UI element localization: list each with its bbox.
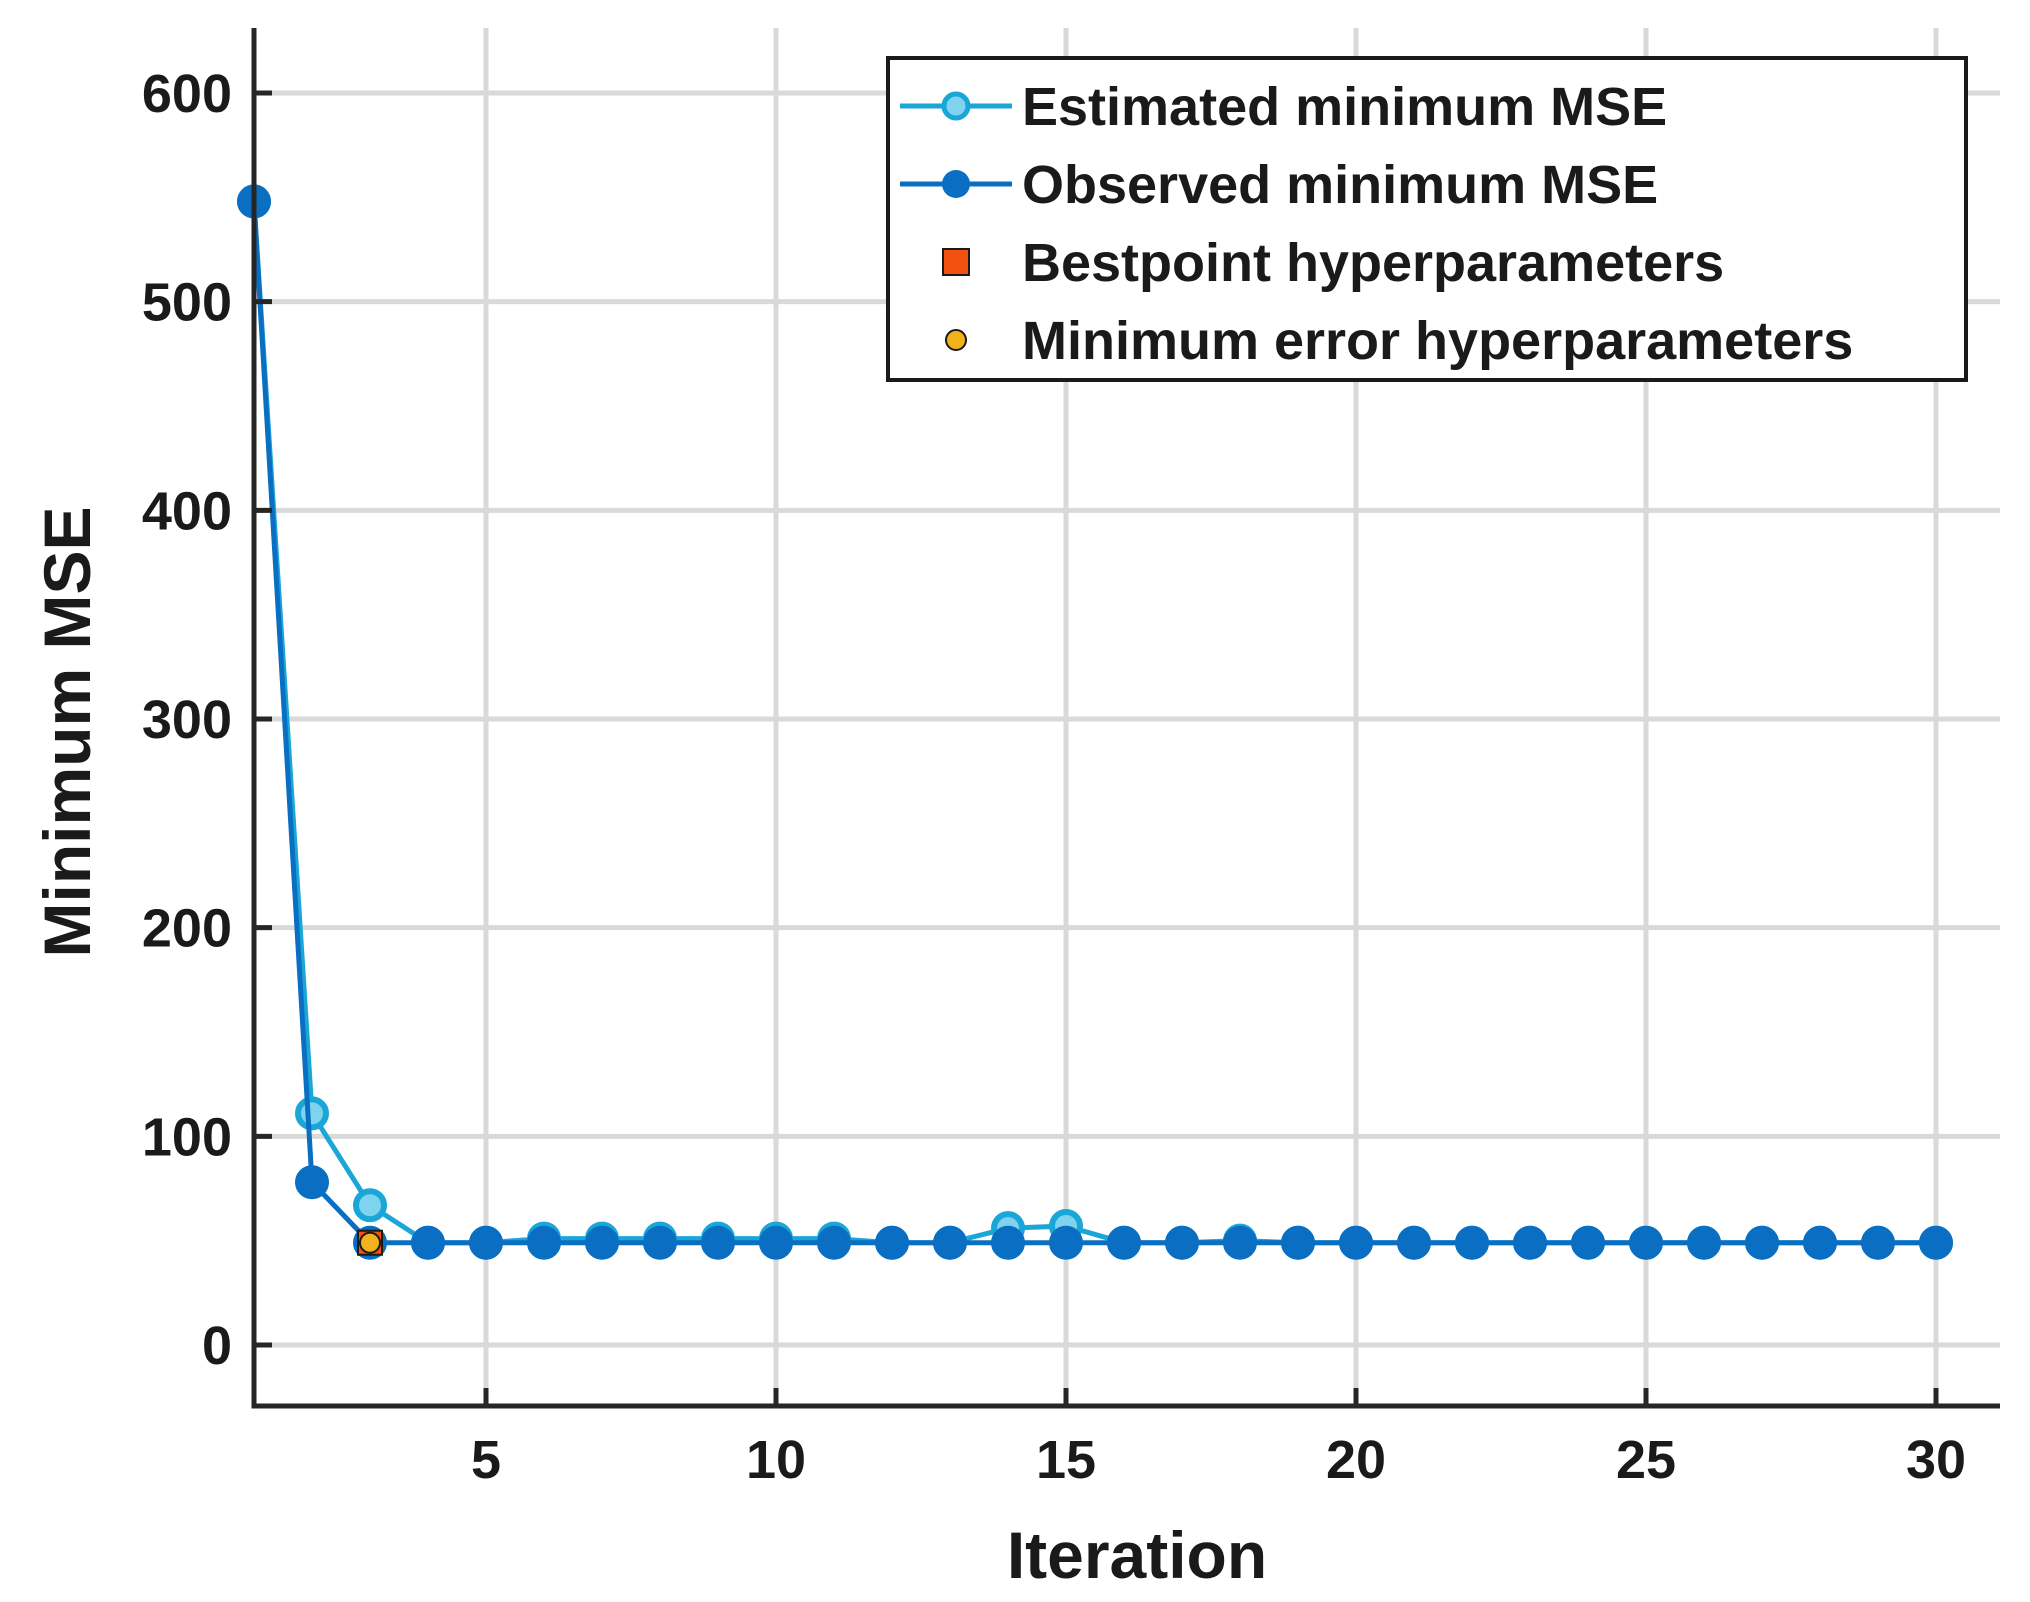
observed-point	[817, 1225, 851, 1260]
observed-point	[1455, 1225, 1489, 1260]
y-tick-label: 200	[142, 899, 232, 959]
observed-point	[1049, 1225, 1083, 1260]
observed-point	[527, 1225, 561, 1260]
legend-bestpoint-label: Bestpoint hyperparameters	[1022, 233, 1724, 293]
x-tick-label: 10	[746, 1430, 806, 1490]
estimated-point	[353, 1188, 387, 1223]
axes	[251, 28, 2000, 1409]
legend-observed-label: Observed minimum MSE	[1022, 155, 1658, 215]
y-tick-label: 0	[202, 1316, 232, 1376]
x-tick-label: 25	[1616, 1430, 1676, 1490]
estimated-point	[295, 1096, 329, 1131]
legend-min-error-marker	[945, 329, 967, 351]
y-tick-label: 400	[142, 481, 232, 541]
observed-point	[1339, 1225, 1373, 1260]
observed-point	[759, 1225, 793, 1260]
observed-point	[991, 1225, 1025, 1260]
legend-estimated-marker	[941, 91, 971, 121]
observed-point	[1861, 1225, 1895, 1260]
observed-point	[1919, 1225, 1953, 1260]
observed-point	[1223, 1225, 1257, 1260]
observed-point	[411, 1225, 445, 1260]
axes-frame	[251, 28, 2000, 1409]
y-tick-label: 300	[142, 690, 232, 750]
observed-point	[585, 1225, 619, 1260]
y-tick-label: 500	[142, 273, 232, 333]
observed-point	[469, 1225, 503, 1260]
observed-point	[1165, 1225, 1199, 1260]
observed-point	[1803, 1225, 1837, 1260]
x-tick-label: 5	[471, 1430, 501, 1490]
x-axis-label: Iteration	[1007, 1518, 1267, 1592]
legend-min-error-label: Minimum error hyperparameters	[1022, 311, 1853, 371]
legend-estimated-label: Estimated minimum MSE	[1022, 77, 1667, 137]
min-error-marker	[359, 1231, 381, 1254]
observed-point	[1745, 1225, 1779, 1260]
legend-box	[886, 56, 1968, 382]
y-tick-label: 600	[142, 64, 232, 124]
observed-point	[1571, 1225, 1605, 1260]
observed-point	[1107, 1225, 1141, 1260]
observed-point	[1687, 1225, 1721, 1260]
observed-point	[295, 1165, 329, 1200]
legend-bestpoint-marker	[942, 248, 970, 276]
x-tick-label: 15	[1036, 1430, 1096, 1490]
legend-observed-marker	[942, 170, 970, 198]
series	[237, 184, 1953, 1260]
observed-point	[1629, 1225, 1663, 1260]
legend: Estimated minimum MSE Observed minimum M…	[886, 56, 1968, 382]
x-tick-label: 20	[1326, 1430, 1386, 1490]
observed-point	[1397, 1225, 1431, 1260]
x-tick-label: 30	[1906, 1430, 1966, 1490]
observed-point	[933, 1225, 967, 1260]
observed-point	[1513, 1225, 1547, 1260]
y-axis-label: Minimum MSE	[30, 506, 104, 957]
y-tick-label: 100	[142, 1107, 232, 1167]
observed-point	[643, 1225, 677, 1260]
observed-point	[701, 1225, 735, 1260]
observed-point	[1281, 1225, 1315, 1260]
observed-point	[875, 1225, 909, 1260]
